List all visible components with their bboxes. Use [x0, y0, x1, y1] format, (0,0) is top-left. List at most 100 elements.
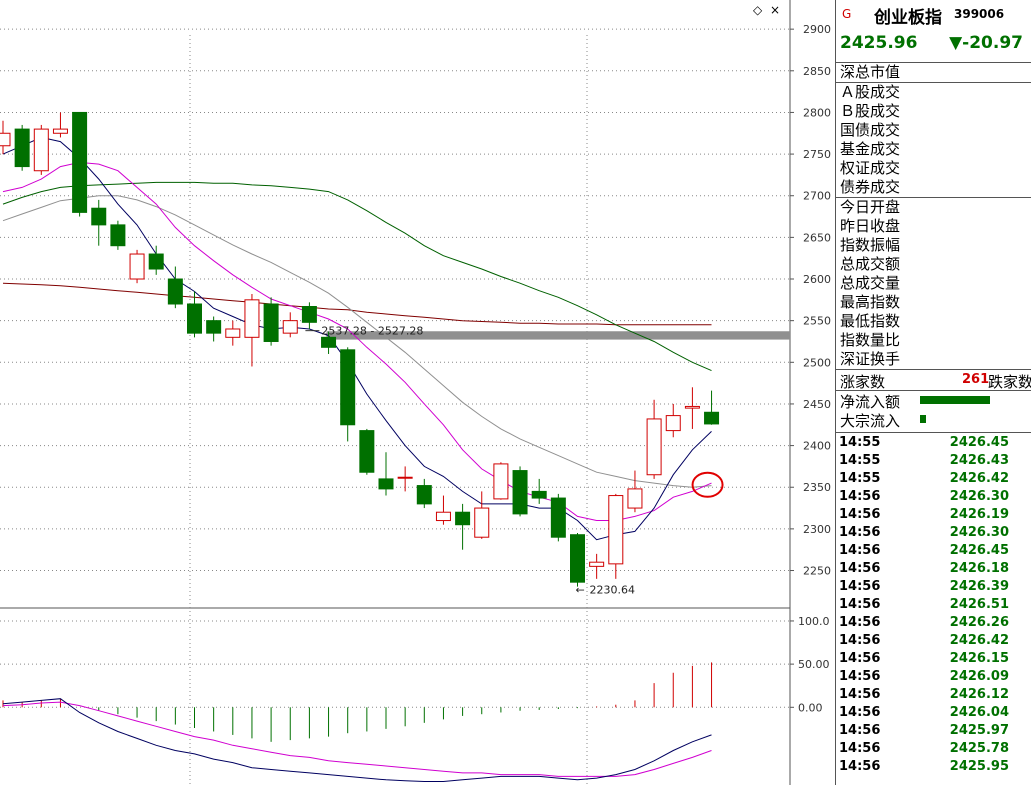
diamond-icon[interactable]: ◇	[753, 3, 763, 17]
panel-label: 债券成交	[840, 178, 901, 196]
ma60-line	[2, 181, 712, 372]
tick-row[interactable]: 14:56 2426.26	[836, 614, 1031, 632]
tick-time: 14:56	[839, 741, 881, 756]
candle	[91, 199, 107, 246]
chart-toolbar[interactable]: ◇ ×	[753, 3, 780, 17]
tick-row[interactable]: 14:56 2425.78	[836, 740, 1031, 758]
candle-body	[187, 303, 202, 334]
low-price-label: 2230.64	[590, 584, 636, 597]
candle-body	[608, 495, 624, 565]
candle	[225, 320, 241, 346]
tick-row[interactable]: 14:56 2425.95	[836, 758, 1031, 776]
panel-label: 总成交额	[840, 255, 901, 273]
tick-time: 14:55	[839, 435, 881, 450]
tick-list[interactable]: 14:55 2426.45 14:55 2426.43 14:55 2426.42 14:5…	[836, 432, 1031, 776]
candlesticks[interactable]	[0, 111, 720, 587]
panel-label: 指数量比	[840, 331, 901, 349]
tick-price: 2426.43	[949, 453, 1009, 468]
tick-row[interactable]: 14:56 2426.42	[836, 632, 1031, 650]
tick-row[interactable]: 14:56 2426.12	[836, 686, 1031, 704]
candle	[167, 266, 183, 309]
price-tick-label: 2750	[803, 148, 831, 161]
panel-label: 基金成交	[840, 140, 901, 158]
tick-row[interactable]: 14:55 2426.42	[836, 470, 1031, 488]
candle-body	[282, 320, 298, 334]
candle-body	[0, 132, 11, 147]
moving-average-lines	[2, 136, 712, 541]
tick-row[interactable]: 14:55 2426.45	[836, 434, 1031, 452]
tick-row[interactable]: 14:56 2426.15	[836, 650, 1031, 668]
tick-price: 2426.19	[949, 507, 1009, 522]
current-price: 2425.96	[840, 33, 918, 53]
tick-price: 2425.97	[949, 723, 1009, 738]
candle	[148, 245, 164, 275]
ma20-line	[2, 195, 712, 488]
candle-body	[435, 511, 451, 522]
tick-price: 2426.30	[949, 525, 1009, 540]
chart-annotations: 2537.28 - 2527.28 ← 2230.64	[305, 325, 724, 597]
tick-row[interactable]: 14:56 2426.04	[836, 704, 1031, 722]
tick-row[interactable]: 14:56 2426.30	[836, 524, 1031, 542]
tick-row[interactable]: 14:56 2425.97	[836, 722, 1031, 740]
candle	[110, 220, 126, 250]
tick-price: 2426.18	[949, 561, 1009, 576]
candle-body	[263, 303, 279, 342]
panel-label: 昨日收盘	[840, 217, 901, 235]
candle-body	[550, 497, 566, 538]
candle-body	[589, 561, 605, 567]
tick-time: 14:56	[839, 723, 881, 738]
tick-row[interactable]: 14:56 2426.39	[836, 578, 1031, 596]
kline-chart-area[interactable]: 2250 2300 2350 2400 2450 2500 2550 2600 2650 2700…	[0, 0, 835, 785]
candle-body	[167, 278, 183, 305]
panel-label: Ｂ股成交	[840, 102, 901, 120]
tick-time: 14:56	[839, 561, 881, 576]
tick-price: 2426.04	[949, 705, 1009, 720]
block-inflow-bar	[920, 415, 926, 423]
candle-body	[244, 299, 260, 338]
candle	[378, 452, 394, 496]
candle	[455, 503, 471, 550]
candle-body	[455, 511, 471, 526]
tick-row[interactable]: 14:55 2426.43	[836, 452, 1031, 470]
price-tick-label: 2900	[803, 23, 831, 36]
candle	[14, 124, 30, 171]
kline-chart[interactable]: 2250 2300 2350 2400 2450 2500 2550 2600 2650 2700…	[0, 0, 835, 785]
candle	[646, 399, 662, 479]
tick-price: 2426.42	[949, 633, 1009, 648]
macd-tick-label: 50.00	[798, 658, 830, 671]
quote-panel: G 创业板指 399006 2425.96 ▼-20.97 深总市值 Ａ股成交 Ｂ…	[835, 0, 1031, 785]
price-tick-label: 2550	[803, 315, 831, 328]
tick-price: 2426.09	[949, 669, 1009, 684]
candle	[416, 478, 432, 509]
candle-body	[206, 320, 222, 334]
tick-row[interactable]: 14:56 2426.19	[836, 506, 1031, 524]
tick-row[interactable]: 14:56 2426.45	[836, 542, 1031, 560]
tick-time: 14:56	[839, 615, 881, 630]
price-band	[326, 331, 790, 340]
highlight-circle	[691, 471, 724, 498]
advance-label: 涨家数	[840, 373, 886, 391]
candle	[435, 495, 451, 525]
market-cap-section: 深总市值	[836, 63, 1031, 83]
low-arrow-icon: ←	[576, 584, 585, 597]
tick-time: 14:56	[839, 579, 881, 594]
candle-body	[91, 207, 107, 226]
candle-body	[493, 463, 509, 500]
tick-row[interactable]: 14:56 2426.09	[836, 668, 1031, 686]
close-icon[interactable]: ×	[770, 3, 780, 17]
candle-body	[340, 349, 356, 426]
candle	[321, 331, 337, 354]
tick-row[interactable]: 14:56 2426.18	[836, 560, 1031, 578]
price-row: 2425.96 ▼-20.97	[836, 30, 1031, 63]
price-tick-label: 2700	[803, 190, 831, 203]
candle-body	[570, 534, 585, 583]
candle	[608, 493, 624, 579]
candle	[512, 466, 528, 517]
panel-label: 深证换手	[840, 350, 901, 368]
turnover-section: Ａ股成交 Ｂ股成交 国债成交 基金成交 权证成交 债券成交	[836, 83, 1031, 198]
net-inflow-label: 净流入额	[840, 393, 901, 411]
tick-price: 2426.39	[949, 579, 1009, 594]
tick-row[interactable]: 14:56 2426.30	[836, 488, 1031, 506]
tick-row[interactable]: 14:56 2426.51	[836, 596, 1031, 614]
candle	[627, 470, 643, 513]
